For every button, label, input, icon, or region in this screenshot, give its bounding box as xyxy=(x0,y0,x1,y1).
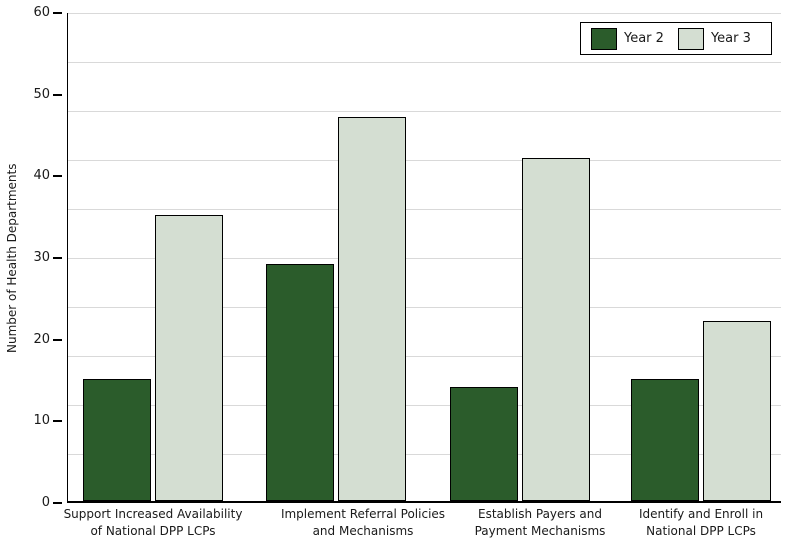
x-category-label-line: Support Increased Availability xyxy=(63,507,243,521)
x-category-label-line: Payment Mechanisms xyxy=(474,523,606,538)
bar-group-4 xyxy=(631,13,771,501)
x-category-label-2: Implement Referral Policies and Mechanism… xyxy=(248,506,478,539)
legend-label-year3: Year 3 xyxy=(710,31,751,46)
y-tick-label: 30 xyxy=(33,250,50,265)
gridline xyxy=(68,209,781,210)
bar-year2-group1 xyxy=(83,378,151,501)
bar-year2-group4 xyxy=(631,378,699,501)
y-tick-mark xyxy=(53,257,62,259)
y-tick-label: 60 xyxy=(33,5,50,20)
y-tick-mark xyxy=(53,420,62,423)
y-tick-label: 40 xyxy=(33,168,50,184)
legend-item-year3: Year 3 xyxy=(677,27,751,50)
legend: Year 2 Year 3 xyxy=(580,22,772,55)
x-category-label-line: Identify and Enroll in xyxy=(638,507,764,521)
gridline xyxy=(68,62,781,63)
gridline xyxy=(68,111,781,112)
bar-group-2 xyxy=(266,13,406,501)
legend-item-year2: Year 2 xyxy=(591,27,664,50)
bar-year3-group2 xyxy=(338,117,406,501)
y-tick-label: 0 xyxy=(41,495,50,510)
bar-group-1 xyxy=(83,13,223,501)
legend-swatch-year2 xyxy=(591,27,617,50)
gridline xyxy=(68,405,781,406)
gridline xyxy=(68,356,781,357)
y-tick-mark xyxy=(53,175,62,178)
y-tick-label: 20 xyxy=(33,331,50,347)
gridline xyxy=(68,160,781,161)
gridline xyxy=(68,454,781,455)
y-tick-mark xyxy=(53,338,62,341)
x-category-label-4: Identify and Enroll in National DPP LCPs xyxy=(586,506,786,539)
gridline xyxy=(68,307,781,308)
x-category-label-3: Establish Payers and Payment Mechanisms xyxy=(425,506,655,539)
x-category-label-1: Support Increased Availability of Nationa… xyxy=(38,506,268,539)
y-tick-mark xyxy=(53,93,62,96)
bar-group-3 xyxy=(449,13,590,501)
y-tick-label: 50 xyxy=(33,86,50,102)
gridline xyxy=(68,258,781,259)
legend-label-year2: Year 2 xyxy=(624,31,664,46)
y-tick-mark xyxy=(53,502,62,504)
bar-year3-group3 xyxy=(521,158,590,501)
bar-year2-group3 xyxy=(449,386,518,501)
plot-area xyxy=(67,13,781,503)
x-category-label-line: and Mechanisms xyxy=(312,523,414,538)
y-tick-label: 10 xyxy=(33,413,50,429)
legend-swatch-year3 xyxy=(677,27,704,50)
x-category-label-line: Establish Payers and xyxy=(478,507,602,521)
bar-year3-group1 xyxy=(155,215,223,501)
x-category-label-line: National DPP LCPs xyxy=(646,523,756,538)
bar-year3-group4 xyxy=(703,321,771,501)
x-category-label-line: Implement Referral Policies xyxy=(280,507,446,521)
x-category-label-line: of National DPP LCPs xyxy=(90,523,216,538)
gridline xyxy=(68,13,781,14)
bar-year2-group2 xyxy=(266,264,334,501)
y-tick-mark xyxy=(53,12,62,14)
